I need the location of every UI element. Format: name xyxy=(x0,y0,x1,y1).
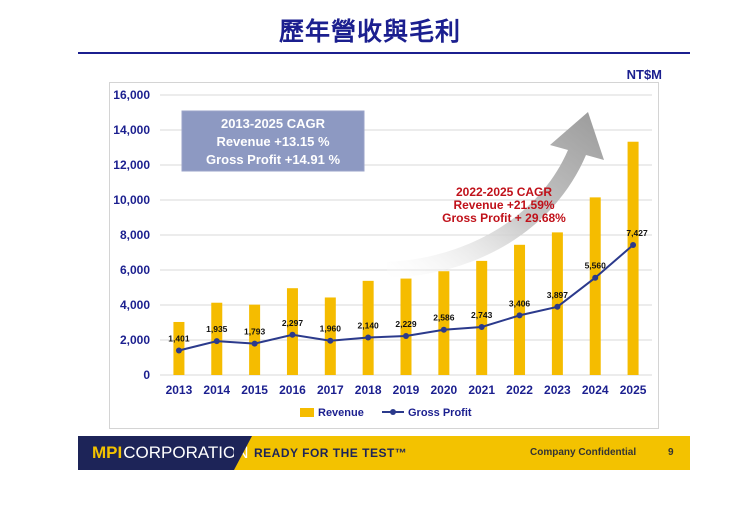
legend-gross-profit-marker xyxy=(390,409,396,415)
gross-profit-data-label: 1,793 xyxy=(244,327,266,337)
gross-profit-point xyxy=(365,334,372,341)
legend-revenue-label: Revenue xyxy=(318,407,364,419)
y-tick-label: 14,000 xyxy=(113,123,150,137)
x-tick-label: 2022 xyxy=(506,383,533,397)
gross-profit-data-label: 3,897 xyxy=(547,290,569,300)
revenue-bar xyxy=(589,197,601,375)
cagr-long-title: 2013-2025 CAGR xyxy=(221,116,326,131)
revenue-bar xyxy=(249,304,261,375)
cagr-short-revenue: Revenue +21.59% xyxy=(453,198,554,212)
gross-profit-data-label: 7,427 xyxy=(626,228,648,238)
gross-profit-point xyxy=(554,303,561,310)
cagr-short-gross-profit: Gross Profit + 29.68% xyxy=(442,211,566,225)
footer-slant xyxy=(234,436,252,470)
revenue-bar xyxy=(551,232,563,375)
gross-profit-point xyxy=(251,340,258,347)
revenue-bar xyxy=(400,278,412,375)
gross-profit-data-label: 2,229 xyxy=(395,319,417,329)
gross-profit-point xyxy=(630,242,637,249)
revenue-bar xyxy=(514,244,526,375)
gross-profit-point xyxy=(403,332,409,339)
company-logo: MPICORPORATION xyxy=(78,436,249,470)
unit-label: NT$M xyxy=(626,67,662,82)
page-number: 9 xyxy=(668,447,674,458)
gross-profit-data-label: 3,406 xyxy=(509,298,531,308)
legend-gross-profit-label: Gross Profit xyxy=(408,407,472,419)
y-tick-label: 10,000 xyxy=(113,193,150,207)
x-tick-label: 2021 xyxy=(468,383,495,397)
gross-profit-data-label: 2,743 xyxy=(471,310,493,320)
gross-profit-data-label: 2,586 xyxy=(433,313,455,323)
y-tick-label: 8,000 xyxy=(120,228,150,242)
logo-mpi: MPI xyxy=(92,443,123,462)
cagr-long-gross-profit: Gross Profit +14.91 % xyxy=(206,152,340,167)
gross-profit-point xyxy=(289,331,296,338)
x-tick-label: 2013 xyxy=(166,383,193,397)
gross-profit-point xyxy=(440,326,447,333)
gross-profit-point xyxy=(516,312,523,319)
revenue-bar xyxy=(627,141,639,375)
gross-profit-point xyxy=(327,337,334,344)
revenue-bar xyxy=(286,288,298,375)
cagr-short-title: 2022-2025 CAGR xyxy=(456,185,552,199)
y-tick-label: 16,000 xyxy=(113,88,150,102)
y-tick-label: 0 xyxy=(143,368,150,382)
x-tick-label: 2025 xyxy=(620,383,647,397)
revenue-bar xyxy=(438,271,450,375)
gross-profit-point xyxy=(213,338,220,345)
y-tick-label: 12,000 xyxy=(113,158,150,172)
gross-profit-data-label: 1,401 xyxy=(168,333,190,343)
y-tick-label: 2,000 xyxy=(120,333,150,347)
x-tick-label: 2017 xyxy=(317,383,344,397)
x-tick-label: 2014 xyxy=(203,383,230,397)
title-divider xyxy=(78,52,690,54)
x-tick-label: 2019 xyxy=(393,383,420,397)
cagr-long-box xyxy=(181,110,365,172)
revenue-bar xyxy=(476,260,488,375)
gross-profit-point xyxy=(478,323,485,330)
x-tick-label: 2023 xyxy=(544,383,571,397)
gross-profit-data-label: 2,297 xyxy=(282,318,304,328)
y-tick-label: 4,000 xyxy=(120,298,150,312)
gross-profit-data-label: 1,960 xyxy=(320,324,342,334)
revenue-bar xyxy=(324,297,336,375)
confidential-label: Company Confidential xyxy=(530,447,637,458)
gross-profit-data-label: 5,560 xyxy=(585,261,607,271)
logo-corporation: CORPORATION xyxy=(123,443,249,462)
x-tick-label: 2020 xyxy=(430,383,457,397)
footer-bar: MPICORPORATION READY FOR THE TEST™ Compa… xyxy=(78,436,690,470)
x-tick-label: 2018 xyxy=(355,383,382,397)
gross-profit-data-label: 2,140 xyxy=(358,321,380,331)
gross-profit-point xyxy=(592,274,599,281)
legend-revenue-swatch xyxy=(300,408,314,417)
slide-title: 歷年營收與毛利 xyxy=(278,17,461,46)
growth-arrow-icon xyxy=(387,112,604,278)
cagr-long-revenue: Revenue +13.15 % xyxy=(216,134,330,149)
gross-profit-data-label: 1,935 xyxy=(206,324,228,334)
x-tick-label: 2024 xyxy=(582,383,609,397)
gross-profit-point xyxy=(175,347,182,354)
x-tick-label: 2015 xyxy=(241,383,268,397)
x-tick-label: 2016 xyxy=(279,383,306,397)
footer-tagline: READY FOR THE TEST™ xyxy=(254,446,408,460)
y-tick-label: 6,000 xyxy=(120,263,150,277)
revenue-bar xyxy=(362,280,374,375)
